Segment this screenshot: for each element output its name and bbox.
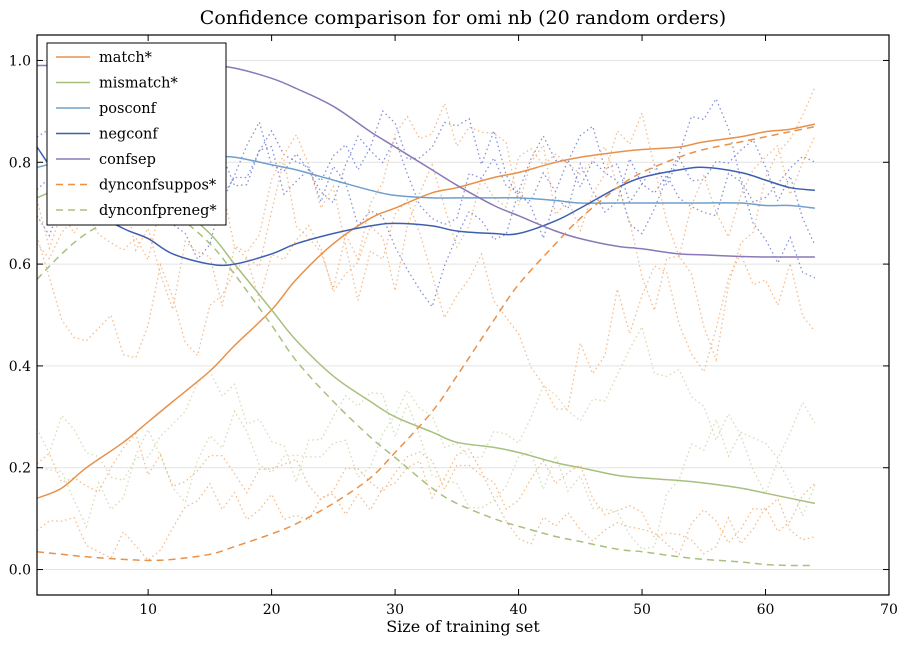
random-order-trace (36, 448, 816, 562)
y-tick-label: 0.2 (9, 461, 31, 477)
axis-ticks: 10 20 30 40 50 60 70 0.0 0.2 0.4 0.6 0.8 1.0 (9, 35, 898, 618)
series-line-dynconfpreneg (36, 207, 815, 567)
legend-label: match* (99, 50, 153, 66)
x-tick-label: 60 (757, 602, 775, 618)
series-line-negconf (36, 146, 815, 267)
x-tick-label: 40 (510, 602, 528, 618)
legend-label: dynconfsuppos* (99, 178, 217, 194)
y-tick-label: 0.6 (9, 257, 31, 273)
y-tick-label: 1.0 (9, 53, 31, 69)
legend-label: posconf (99, 101, 158, 117)
x-tick-label: 30 (386, 602, 404, 618)
chart-title: Confidence comparison for omi nb (20 ran… (200, 7, 726, 29)
random-order-trace (36, 101, 816, 292)
y-tick-label: 0.0 (9, 563, 31, 579)
legend-label: confsep (99, 152, 156, 168)
y-tick-label: 0.8 (9, 155, 31, 171)
legend: match* mismatch* posconf negconf confsep dync… (46, 42, 227, 226)
legend-box (46, 42, 227, 226)
x-tick-label: 70 (880, 602, 898, 618)
x-tick-label: 20 (263, 602, 281, 618)
x-axis-label: Size of training set (386, 617, 540, 636)
y-tick-label: 0.4 (9, 359, 31, 375)
random-order-trace (36, 86, 816, 363)
series-line-dynconfsuppos (36, 125, 816, 562)
x-tick-label: 10 (139, 602, 157, 618)
legend-label: dynconfpreneg* (99, 203, 217, 219)
legend-label: mismatch* (99, 76, 179, 92)
legend-label: negconf (99, 127, 159, 143)
random-order-trace (36, 97, 816, 238)
x-tick-label: 50 (633, 602, 651, 618)
plot-area-frame (36, 34, 890, 596)
series-line-match (36, 123, 816, 499)
